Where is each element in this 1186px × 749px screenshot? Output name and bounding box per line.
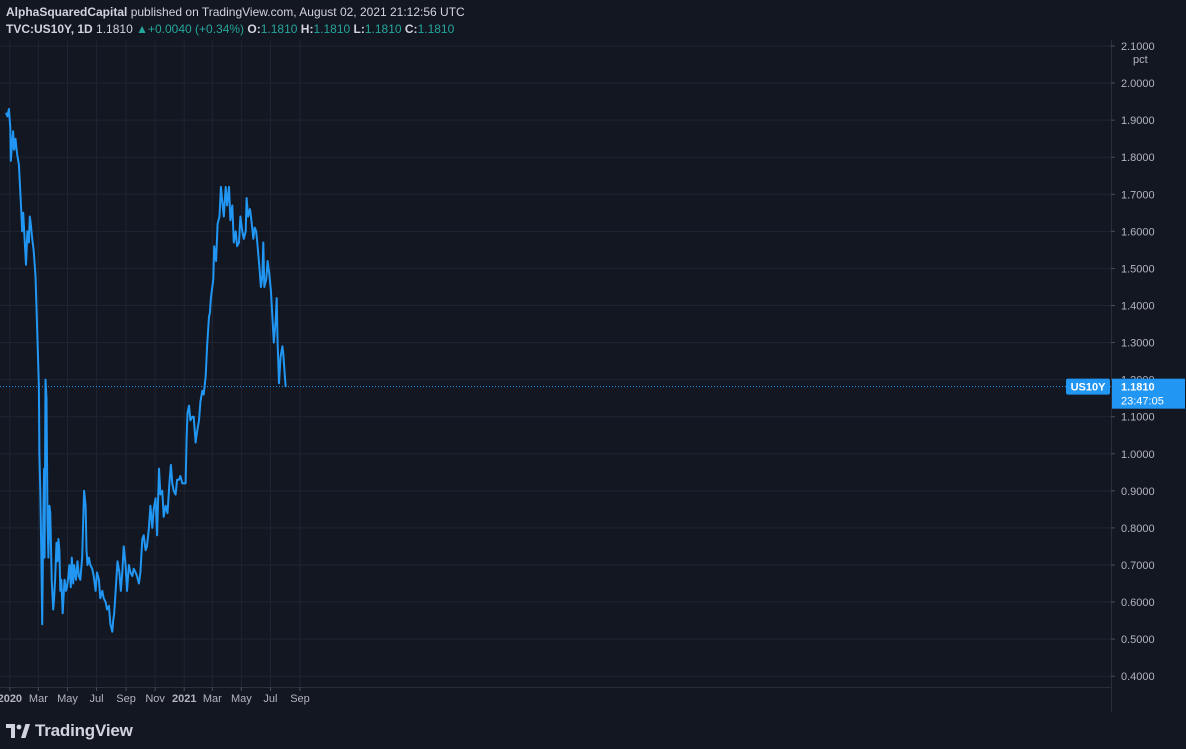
price-tick-label: 0.4000	[1121, 671, 1155, 683]
price-tick-label: 0.7000	[1121, 560, 1155, 572]
close-value: 1.1810	[417, 22, 455, 36]
price-tick-label: 1.3000	[1121, 338, 1155, 350]
price-unit-label: pct	[1133, 54, 1148, 66]
time-tick-label: 2020	[0, 693, 22, 705]
symbol-info: TVC:US10Y, 1D 1.1810 ▲+0.0040 (+0.34%) O…	[6, 21, 465, 38]
price-tick-label: 1.1000	[1121, 412, 1155, 424]
symbol-tag-label: US10Y	[1071, 382, 1107, 394]
chart-header: AlphaSquaredCapital published on Trading…	[6, 4, 465, 38]
price-tag-bg	[1112, 378, 1185, 409]
close-label: C:	[404, 22, 418, 36]
time-tick-label: Sep	[290, 693, 310, 705]
price-change: +0.0040 (+0.34%)	[147, 22, 245, 36]
time-axis[interactable]: 2020 Mar May Jul Sep Nov 2021 Mar May Jul Sep	[0, 687, 310, 705]
price-tick-label: 1.9000	[1121, 115, 1155, 127]
time-tick-label: Mar	[29, 693, 48, 705]
price-series	[5, 108, 287, 633]
price-tick-label: 1.5000	[1121, 263, 1155, 275]
publish-info: AlphaSquaredCapital published on Trading…	[6, 4, 465, 21]
chart-grid	[0, 40, 1112, 712]
symbol-tag-bg	[1066, 378, 1110, 395]
tradingview-logo-icon	[6, 724, 30, 738]
price-tick-label: 0.5000	[1121, 634, 1155, 646]
footer-branding[interactable]: TradingView	[6, 719, 133, 743]
price-tick-label: 2.0000	[1121, 78, 1155, 90]
time-tick-label: May	[231, 693, 252, 705]
published-text: published on TradingView.com, August 02,…	[130, 5, 465, 19]
change-arrow-icon: ▲	[136, 22, 148, 36]
price-tag-countdown: 23:47:05	[1121, 396, 1164, 408]
high-value: 1.1810	[313, 22, 351, 36]
price-tick-label: 1.8000	[1121, 152, 1155, 164]
time-tick-label: May	[57, 693, 78, 705]
high-label: H:	[300, 22, 314, 36]
symbol-label[interactable]: TVC:US10Y, 1D	[6, 22, 93, 36]
price-tag: US10Y 1.1810 23:47:05	[1066, 378, 1185, 409]
price-tick-label: 0.9000	[1121, 486, 1155, 498]
publisher-name[interactable]: AlphaSquaredCapital	[6, 5, 128, 19]
time-tick-label: 2021	[172, 693, 196, 705]
time-tick-label: Nov	[145, 693, 165, 705]
price-tag-value: 1.1810	[1121, 382, 1155, 394]
price-tick-label: 1.0000	[1121, 449, 1155, 461]
price-tick-label: 1.7000	[1121, 189, 1155, 201]
low-value: 1.1810	[364, 22, 402, 36]
price-tick-label: 0.8000	[1121, 523, 1155, 535]
open-label: O:	[247, 22, 261, 36]
time-tick-label: Sep	[116, 693, 136, 705]
price-tick-label: 0.6000	[1121, 597, 1155, 609]
open-value: 1.1810	[260, 22, 298, 36]
time-tick-label: Jul	[90, 693, 104, 705]
price-tick-label: 2.1000	[1121, 41, 1155, 53]
price-tick-label: 1.4000	[1121, 300, 1155, 312]
low-label: L:	[353, 22, 365, 36]
price-tick-label: 1.6000	[1121, 226, 1155, 238]
price-axis[interactable]: 2.1000 2.0000 1.9000 1.8000 1.7000 1.6000 1.50…	[1111, 41, 1155, 683]
time-tick-label: Mar	[203, 693, 222, 705]
us10y-line	[5, 108, 287, 633]
time-tick-label: Jul	[263, 693, 277, 705]
tradingview-brand: TradingView	[35, 721, 133, 740]
last-price: 1.1810	[96, 22, 133, 36]
